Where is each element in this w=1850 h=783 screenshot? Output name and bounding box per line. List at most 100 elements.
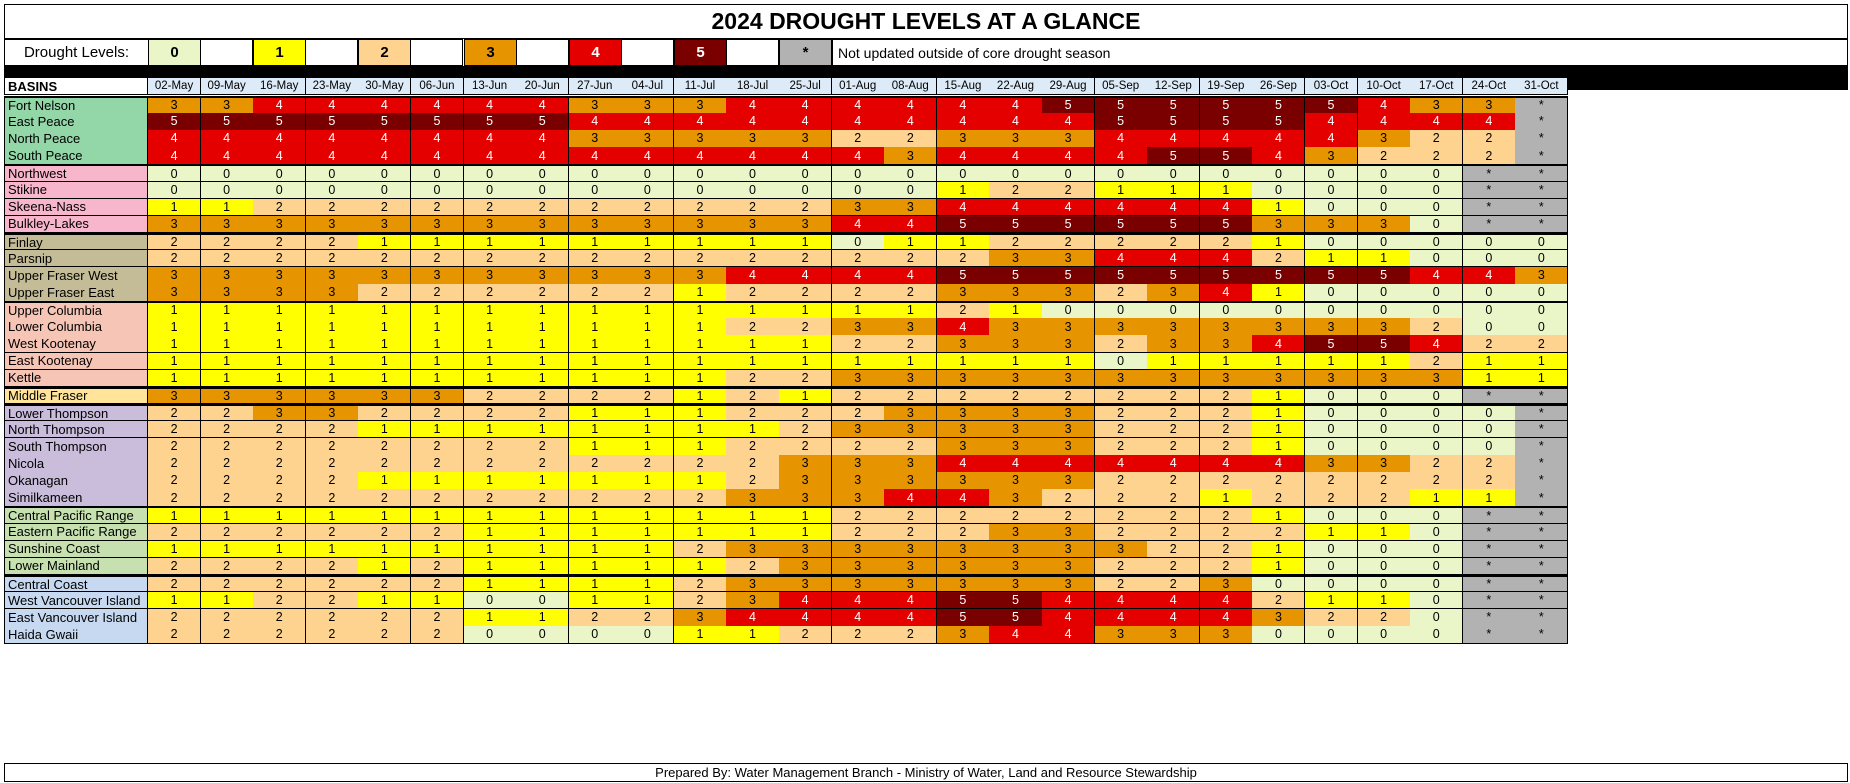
legend-swatch-3: 3 <box>464 39 517 66</box>
level-cell: 0 <box>1042 301 1096 319</box>
level-cell: 0 <box>1357 232 1411 251</box>
level-cell: 2 <box>568 249 622 268</box>
level-cell: 5 <box>1252 96 1306 114</box>
level-cell: 1 <box>358 540 412 559</box>
level-cell: 3 <box>1042 472 1096 490</box>
level-cell: 3 <box>673 130 727 148</box>
level-cell: 1 <box>673 352 727 371</box>
level-cell: 2 <box>1094 523 1148 542</box>
level-cell: 1 <box>1252 232 1306 251</box>
level-cell: 2 <box>568 386 622 405</box>
level-cell: 2 <box>621 609 675 627</box>
level-cell: 3 <box>253 267 307 285</box>
level-cell: 1 <box>358 472 412 490</box>
level-cell: 2 <box>989 506 1043 524</box>
level-cell: 3 <box>1147 626 1201 644</box>
level-cell: * <box>1515 198 1569 217</box>
level-cell: 5 <box>936 609 990 627</box>
level-cell: 0 <box>253 164 307 182</box>
level-cell: 4 <box>1042 455 1096 473</box>
level-cell: 2 <box>673 249 727 268</box>
level-cell: 4 <box>358 130 412 148</box>
level-cell: 3 <box>1042 284 1096 302</box>
level-cell: 0 <box>1199 164 1253 182</box>
level-cell: 0 <box>1410 574 1464 593</box>
level-cell: 1 <box>568 318 622 336</box>
level-cell: 4 <box>200 147 254 165</box>
level-cell: 1 <box>358 301 412 319</box>
level-cell: 0 <box>673 181 727 200</box>
level-cell: 1 <box>253 506 307 524</box>
level-cell: 1 <box>936 232 990 251</box>
level-cell: 0 <box>1147 301 1201 319</box>
level-cell: 1 <box>410 506 465 524</box>
level-cell: 1 <box>358 352 412 371</box>
level-cell: 0 <box>1357 574 1411 593</box>
level-cell: 0 <box>1252 164 1306 182</box>
level-cell: 2 <box>1042 489 1096 507</box>
level-cell: 2 <box>1042 506 1096 524</box>
level-cell: 3 <box>1304 455 1359 473</box>
level-cell: 3 <box>253 284 307 302</box>
level-cell: 0 <box>1462 318 1516 336</box>
level-cell: 2 <box>463 489 517 507</box>
level-cell: 2 <box>305 438 359 456</box>
level-cell: 1 <box>1252 403 1306 422</box>
level-cell: 2 <box>726 249 780 268</box>
level-cell: 4 <box>726 113 780 131</box>
level-cell: 2 <box>1094 386 1148 405</box>
level-cell: 2 <box>673 574 727 593</box>
level-cell: * <box>1462 609 1516 627</box>
level-cell: 2 <box>305 198 359 217</box>
level-cell: 3 <box>936 420 990 439</box>
level-cell: 3 <box>673 96 727 114</box>
level-cell: 3 <box>621 267 675 285</box>
level-cell: 5 <box>1199 267 1253 285</box>
level-cell: * <box>1515 472 1569 490</box>
date-header: 01-Aug <box>831 78 885 95</box>
level-cell: 1 <box>200 335 254 353</box>
level-cell: 2 <box>884 386 938 405</box>
level-cell: 2 <box>1042 386 1096 405</box>
level-cell: 2 <box>1304 609 1359 627</box>
level-cell: 0 <box>831 164 885 182</box>
level-cell: 2 <box>148 574 202 593</box>
level-cell: 0 <box>1199 301 1253 319</box>
level-cell: 3 <box>779 215 833 234</box>
level-cell: 0 <box>1094 301 1148 319</box>
level-cell: 5 <box>989 591 1043 610</box>
level-cell: 3 <box>936 369 990 388</box>
level-cell: 4 <box>884 96 938 114</box>
date-header: 04-Jul <box>621 78 675 95</box>
level-cell: 1 <box>621 557 675 576</box>
level-cell: 0 <box>1357 557 1411 576</box>
level-cell: 1 <box>673 626 727 644</box>
level-cell: 4 <box>568 113 622 131</box>
level-cell: 4 <box>884 609 938 627</box>
level-cell: 2 <box>621 489 675 507</box>
level-cell: 1 <box>1304 352 1359 371</box>
level-cell: 3 <box>1042 540 1096 559</box>
level-cell: 2 <box>779 198 833 217</box>
level-cell: 1 <box>200 318 254 336</box>
level-cell: 4 <box>305 130 359 148</box>
level-cell: 3 <box>779 472 833 490</box>
level-cell: 1 <box>621 335 675 353</box>
date-header: 18-Jul <box>726 78 780 95</box>
level-cell: 3 <box>673 267 727 285</box>
level-cell: 3 <box>1199 335 1253 353</box>
level-cell: 2 <box>831 284 885 302</box>
level-cell: 3 <box>936 403 990 422</box>
level-cell: 3 <box>726 215 780 234</box>
level-cell: 0 <box>1410 215 1464 234</box>
level-cell: 3 <box>568 267 622 285</box>
level-cell: 1 <box>1252 506 1306 524</box>
level-cell: 0 <box>673 164 727 182</box>
level-cell: * <box>1462 164 1516 182</box>
level-cell: 1 <box>148 352 202 371</box>
level-cell: 1 <box>1410 489 1464 507</box>
level-cell: 3 <box>989 403 1043 422</box>
level-cell: 0 <box>1304 403 1359 422</box>
level-cell: 1 <box>726 626 780 644</box>
basin-name: Lower Columbia <box>4 318 148 336</box>
